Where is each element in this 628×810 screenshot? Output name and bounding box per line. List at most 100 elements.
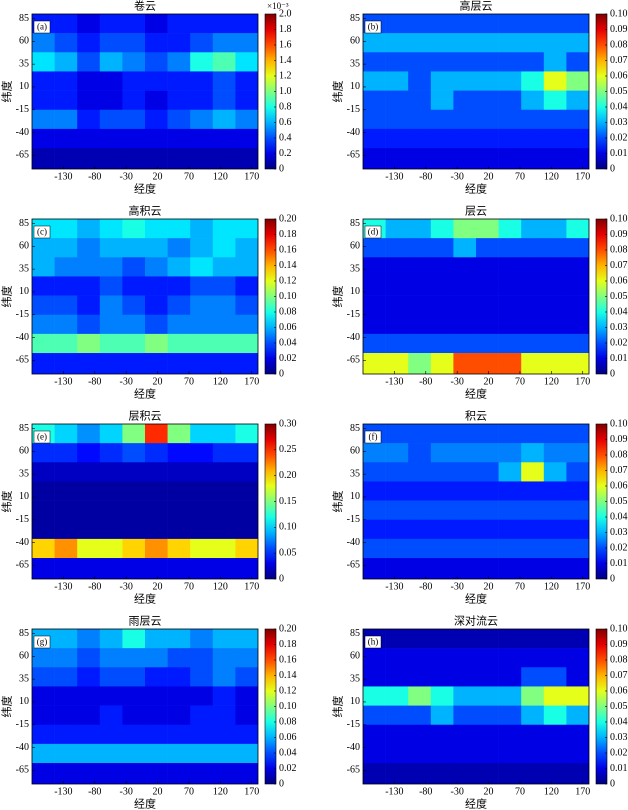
cell [476, 648, 499, 668]
cell [453, 648, 477, 668]
y-tick-label: 60 [350, 36, 360, 47]
cell [566, 686, 589, 706]
cell [543, 705, 567, 726]
cell [122, 333, 146, 354]
cell [122, 90, 146, 111]
cell [77, 705, 101, 726]
cell [453, 705, 477, 726]
cell [543, 743, 567, 764]
x-axis-label: 经度 [134, 797, 156, 810]
cell [167, 705, 191, 726]
cell [54, 314, 78, 335]
colorbar-tick-label: 0.07 [610, 670, 628, 681]
cell [99, 295, 123, 316]
cell [385, 238, 409, 258]
cell [32, 90, 55, 111]
cell [476, 500, 499, 521]
cell [521, 462, 545, 482]
cell [385, 686, 409, 706]
cell [498, 219, 522, 239]
cell [453, 424, 477, 444]
x-tick-label: -130 [385, 786, 403, 797]
cell [145, 33, 168, 53]
cell [190, 481, 214, 501]
cell [430, 538, 454, 559]
cell [498, 148, 522, 169]
cell [498, 500, 522, 521]
cell [77, 71, 101, 91]
cell [145, 128, 168, 149]
x-tick-label: -30 [119, 786, 132, 797]
y-axis-label: 纬度 [331, 81, 345, 103]
cell [543, 519, 567, 540]
cell [167, 219, 191, 239]
cell [453, 314, 477, 335]
colorbar-tick-label: 1.6 [279, 39, 292, 50]
cell [145, 71, 168, 91]
cell [145, 276, 168, 296]
panel-label-box [364, 430, 382, 444]
cell [235, 109, 258, 130]
cell [363, 500, 386, 521]
cell [235, 443, 258, 463]
cell [385, 33, 409, 53]
cell [430, 558, 454, 579]
cell [566, 462, 589, 482]
cell [385, 629, 409, 649]
cell [54, 686, 78, 706]
cell [99, 558, 123, 579]
cell [32, 257, 55, 277]
cell [235, 763, 258, 784]
cell [99, 500, 123, 521]
cell [521, 71, 545, 91]
panel-title: 卷云 [134, 0, 156, 13]
cell [476, 295, 499, 316]
cell [122, 314, 146, 335]
cell [498, 743, 522, 764]
x-tick-label: 120 [544, 581, 559, 592]
cell [543, 724, 567, 745]
cell [54, 705, 78, 726]
cell [122, 705, 146, 726]
colorbar-tick-label: 0.08 [610, 244, 628, 255]
colorbar-tick-label: 0 [610, 163, 615, 174]
cell [212, 500, 236, 521]
cell [498, 667, 522, 687]
cell [122, 109, 146, 130]
cell [99, 724, 123, 745]
colorbar-tick-label: 0.8 [279, 101, 292, 112]
cell [122, 295, 146, 316]
colorbar-tick-label: 0.02 [610, 337, 628, 348]
colorbar-tick-label: 0.09 [610, 229, 628, 240]
cell [235, 686, 258, 706]
cell [122, 648, 146, 668]
colorbar-tick-label: 0.01 [610, 763, 628, 774]
panel-label-box [364, 225, 382, 239]
cell [521, 90, 545, 111]
cell [453, 443, 477, 463]
panel-label: (e) [37, 432, 47, 442]
cell [190, 558, 214, 579]
cell [476, 353, 499, 374]
x-tick-label: -130 [385, 376, 403, 387]
cell [476, 109, 499, 130]
colorbar-tick-label: 1.8 [279, 24, 292, 35]
cell [77, 14, 101, 34]
cell [54, 481, 78, 501]
cell [212, 257, 236, 277]
cell [32, 558, 55, 579]
cell [212, 148, 236, 169]
cell [32, 333, 55, 354]
cell [145, 558, 168, 579]
cell [521, 724, 545, 745]
y-tick-label: 60 [350, 241, 360, 252]
cell [453, 90, 477, 111]
plot-frame [31, 423, 259, 580]
colorbar-tick-label: 0.10 [279, 291, 297, 302]
cell [77, 519, 101, 540]
cell [476, 52, 499, 72]
x-axis-label: 经度 [134, 387, 156, 401]
cell [566, 148, 589, 169]
cell [77, 763, 101, 784]
cell [145, 519, 168, 540]
